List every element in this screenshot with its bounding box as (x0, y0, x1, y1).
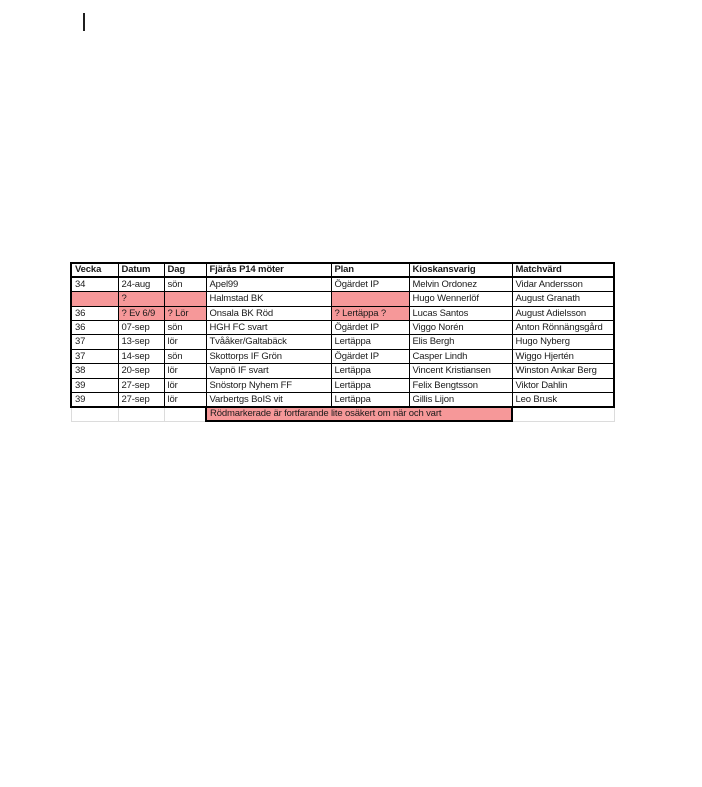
table-row: 37 13-sep lör Tvååker/Galtabäck Lertäppa Elis… (70, 334, 615, 350)
cell-r7-c2[interactable]: 20-sep (117, 363, 165, 379)
cell-r1-c7[interactable]: Vidar Andersson (511, 276, 615, 293)
cell-r2-c2[interactable]: ? (117, 291, 165, 307)
cell-r6-c3[interactable]: sön (163, 348, 207, 365)
cell-r1-c6[interactable]: Melvin Ordonez (408, 276, 513, 293)
cell-r6-c1[interactable]: 37 (70, 348, 119, 365)
column-header-matchvard[interactable]: Matchvärd (511, 261, 615, 279)
column-header-dag[interactable]: Dag (163, 261, 207, 279)
header-row: Vecka Datum Dag Fjärås P14 möter Plan Kioskan… (70, 261, 615, 279)
column-header-kioskansvarig[interactable]: Kioskansvarig (408, 261, 513, 279)
cell-r5-c5[interactable]: Lertäppa (330, 334, 410, 350)
cell-r6-c4[interactable]: Skottorps IF Grön (205, 348, 332, 365)
cell-r1-c5[interactable]: Ögärdet IP (330, 276, 410, 293)
cell-r2-c5[interactable] (330, 291, 410, 307)
cell-r7-c5[interactable]: Lertäppa (330, 363, 410, 379)
cell-r4-c6[interactable]: Viggo Norén (408, 320, 513, 336)
schedule-table: Vecka Datum Dag Fjärås P14 möter Plan Kioskan… (70, 261, 615, 423)
cell-r7-c7[interactable]: Winston Ankar Berg (511, 363, 615, 379)
cell-r3-c4[interactable]: Onsala BK Röd (205, 305, 332, 322)
note-row: Rödmarkerade är fortfarande lite osäkert… (70, 405, 615, 423)
cell-r4-c5[interactable]: Ögärdet IP (330, 320, 410, 336)
table-row: 37 14-sep sön Skottorps IF Grön Ögärdet IP Ca… (70, 348, 615, 365)
cell-r9-c7[interactable]: Leo Brusk (511, 392, 615, 408)
table-row: 36? Ev 6/9? Lör Onsala BK Röd? Lertäppa ?… (70, 305, 615, 322)
column-header-plan[interactable]: Plan (330, 261, 410, 279)
cell-r3-c5[interactable]: ? Lertäppa ? (330, 305, 410, 322)
empty-cell[interactable] (117, 406, 165, 422)
cell-r9-c3[interactable]: lör (163, 392, 207, 408)
cell-r6-c5[interactable]: Ögärdet IP (330, 348, 410, 365)
cell-r6-c2[interactable]: 14-sep (117, 348, 165, 365)
cell-r8-c2[interactable]: 27-sep (117, 377, 165, 394)
cell-r5-c3[interactable]: lör (163, 334, 207, 350)
table-row: 36 07-sep sön HGH FC svart Ögärdet IP Viggo N… (70, 320, 615, 336)
table-row: 39 27-sep lör Varbertgs BoIS vit Lertäppa Gil… (70, 392, 615, 408)
cell-r7-c6[interactable]: Vincent Kristiansen (408, 363, 513, 379)
cell-r1-c2[interactable]: 24-aug (117, 276, 165, 293)
column-header-datum[interactable]: Datum (117, 261, 165, 279)
cell-r8-c7[interactable]: Viktor Dahlin (511, 377, 615, 394)
cell-r4-c2[interactable]: 07-sep (117, 320, 165, 336)
column-header-fjaras-p14-moter[interactable]: Fjärås P14 möter (205, 261, 332, 279)
cell-r6-c6[interactable]: Casper Lindh (408, 348, 513, 365)
empty-cell[interactable] (70, 406, 119, 422)
cell-r2-c1[interactable] (70, 291, 119, 307)
cell-r5-c6[interactable]: Elis Bergh (408, 334, 513, 350)
cell-r2-c3[interactable] (163, 291, 207, 307)
cell-r3-c2[interactable]: ? Ev 6/9 (117, 305, 165, 322)
cell-r5-c4[interactable]: Tvååker/Galtabäck (205, 334, 332, 350)
column-header-vecka[interactable]: Vecka (70, 261, 119, 279)
cell-r2-c4[interactable]: Halmstad BK (205, 291, 332, 307)
cell-r8-c5[interactable]: Lertäppa (330, 377, 410, 394)
cell-r1-c3[interactable]: sön (163, 276, 207, 293)
cell-r4-c7[interactable]: Anton Rönnängsgård (511, 320, 615, 336)
cell-r8-c1[interactable]: 39 (70, 377, 119, 394)
table-body: 34 24-aug sön Apel99 Ögärdet IP Melvin Ordone… (70, 276, 615, 423)
empty-cell[interactable] (163, 406, 207, 422)
cell-r8-c3[interactable]: lör (163, 377, 207, 394)
cell-r8-c4[interactable]: Snöstorp Nyhem FF (205, 377, 332, 394)
text-caret-icon (83, 13, 85, 31)
cell-r4-c4[interactable]: HGH FC svart (205, 320, 332, 336)
table-row: 39 27-sep lör Snöstorp Nyhem FF Lertäppa Feli… (70, 377, 615, 394)
empty-cell[interactable] (511, 406, 615, 422)
table-row: 38 20-sep lör Vapnö IF svart Lertäppa Vincent… (70, 363, 615, 379)
cell-r3-c7[interactable]: August Adielsson (511, 305, 615, 322)
note-cell[interactable]: Rödmarkerade är fortfarande lite osäkert… (205, 405, 513, 423)
cell-r2-c6[interactable]: Hugo Wennerlöf (408, 291, 513, 307)
cell-r2-c7[interactable]: August Granath (511, 291, 615, 307)
cell-r1-c4[interactable]: Apel99 (205, 276, 332, 293)
cell-r7-c3[interactable]: lör (163, 363, 207, 379)
cell-r5-c1[interactable]: 37 (70, 334, 119, 350)
cell-r4-c1[interactable]: 36 (70, 320, 119, 336)
cell-r4-c3[interactable]: sön (163, 320, 207, 336)
cell-r3-c1[interactable]: 36 (70, 305, 119, 322)
cell-r9-c5[interactable]: Lertäppa (330, 392, 410, 408)
cell-r5-c2[interactable]: 13-sep (117, 334, 165, 350)
cell-r9-c2[interactable]: 27-sep (117, 392, 165, 408)
cell-r1-c1[interactable]: 34 (70, 276, 119, 293)
cell-r7-c1[interactable]: 38 (70, 363, 119, 379)
table-row: 34 24-aug sön Apel99 Ögärdet IP Melvin Ordone… (70, 276, 615, 293)
cell-r8-c6[interactable]: Felix Bengtsson (408, 377, 513, 394)
cell-r9-c1[interactable]: 39 (70, 392, 119, 408)
cell-r3-c6[interactable]: Lucas Santos (408, 305, 513, 322)
table-row: ? Halmstad BK Hugo Wennerlöf August Granath (70, 291, 615, 307)
cell-r6-c7[interactable]: Wiggo Hjertén (511, 348, 615, 365)
cell-r9-c4[interactable]: Varbertgs BoIS vit (205, 392, 332, 408)
cell-r5-c7[interactable]: Hugo Nyberg (511, 334, 615, 350)
cell-r3-c3[interactable]: ? Lör (163, 305, 207, 322)
cell-r7-c4[interactable]: Vapnö IF svart (205, 363, 332, 379)
cell-r9-c6[interactable]: Gillis Lijon (408, 392, 513, 408)
